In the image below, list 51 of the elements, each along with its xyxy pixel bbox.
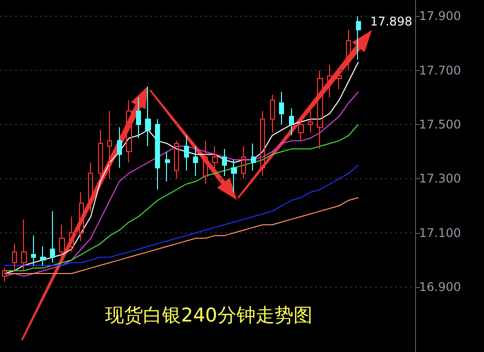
candlestick bbox=[79, 192, 84, 242]
candlestick bbox=[356, 16, 361, 60]
candlestick bbox=[31, 235, 36, 266]
candlestick bbox=[50, 210, 55, 264]
candlestick bbox=[98, 129, 103, 180]
candlestick bbox=[231, 159, 237, 193]
candlestick bbox=[126, 100, 132, 163]
text: 17.898 bbox=[370, 14, 412, 29]
candlestick bbox=[184, 134, 189, 172]
candlestick bbox=[193, 146, 198, 176]
candlestick bbox=[251, 143, 256, 172]
y-tick-label: 17.900 bbox=[419, 9, 461, 24]
y-tick-label: 17.300 bbox=[419, 172, 461, 186]
candlestick bbox=[88, 162, 93, 212]
candlestick bbox=[260, 110, 265, 176]
candlestick bbox=[59, 224, 65, 260]
y-tick-label: 17.100 bbox=[419, 226, 461, 240]
line-series bbox=[4, 164, 359, 266]
y-tick-label: 17.700 bbox=[419, 63, 461, 78]
candlestick bbox=[279, 92, 284, 126]
candlestick bbox=[21, 218, 27, 272]
candlestick bbox=[327, 64, 332, 98]
candlestick bbox=[222, 148, 227, 176]
candlestick bbox=[174, 140, 179, 180]
candlestick bbox=[145, 86, 151, 147]
candlestick bbox=[107, 110, 112, 180]
candlestick bbox=[212, 146, 218, 174]
line-series bbox=[4, 92, 359, 277]
line-series bbox=[4, 124, 359, 272]
candlestick bbox=[346, 29, 351, 71]
candlestick bbox=[203, 140, 208, 185]
candlestick bbox=[155, 118, 160, 190]
candlestick bbox=[298, 116, 304, 142]
candlestick bbox=[12, 243, 17, 272]
candlestick bbox=[241, 146, 246, 180]
line-series bbox=[4, 197, 359, 274]
candlestick bbox=[69, 216, 74, 252]
y-tick-label: 17.500 bbox=[419, 118, 461, 132]
y-tick-label: 16.900 bbox=[419, 280, 461, 294]
candlestick bbox=[289, 108, 294, 136]
candlestick bbox=[308, 110, 313, 134]
text: 现货白银240分钟走势图 bbox=[105, 304, 312, 326]
candlestick bbox=[40, 246, 46, 266]
candlestick bbox=[2, 268, 7, 282]
candlestick bbox=[270, 94, 275, 134]
candlestick bbox=[136, 96, 141, 139]
line-series bbox=[4, 62, 359, 274]
candlestick bbox=[165, 151, 170, 182]
candlestick bbox=[317, 70, 323, 150]
candlestick bbox=[117, 126, 122, 168]
candlestick bbox=[336, 70, 342, 90]
